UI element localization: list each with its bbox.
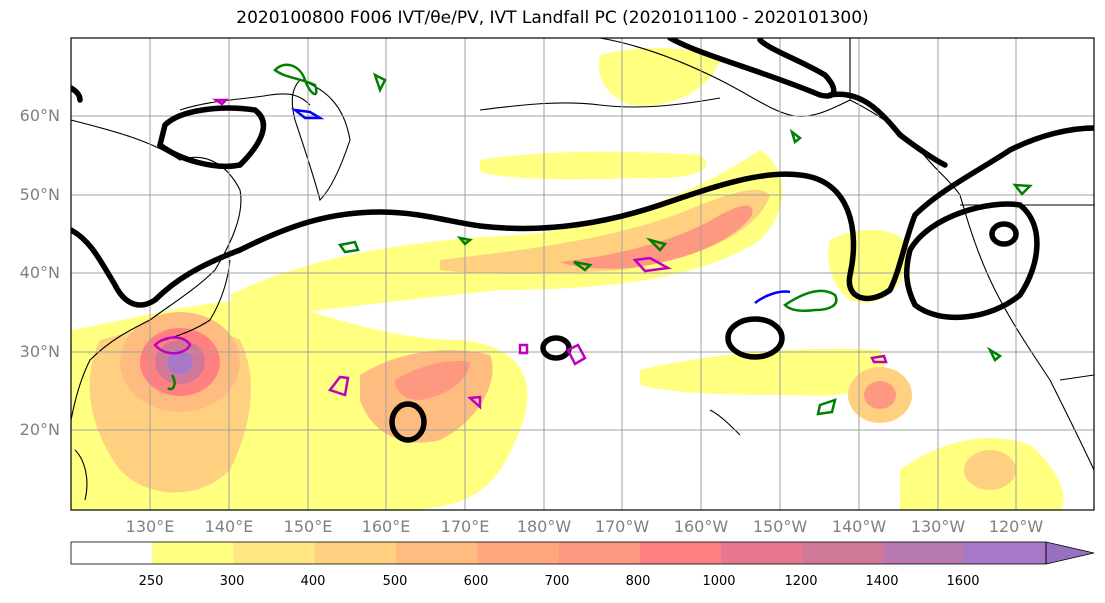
- colorbar-frame: [70, 541, 1047, 565]
- coast-japan: [164, 259, 231, 341]
- coast-asia: [71, 119, 242, 421]
- lon-label-150e: 150°E: [283, 517, 333, 536]
- pv-magenta-4: [632, 256, 672, 273]
- colorbar-segment: [396, 542, 478, 564]
- colorbar-label-600: 600: [463, 574, 489, 589]
- ivt-patch-alaska: [598, 48, 720, 106]
- colorbar-extend-arrow: [1045, 541, 1095, 565]
- theta-e-loop-east: [903, 201, 1040, 321]
- pv-magenta-6: [518, 343, 529, 355]
- colorbar-segment: [477, 542, 559, 564]
- colorbar-segment: [233, 542, 316, 564]
- pv-green-8: [645, 237, 668, 252]
- pv-green-7: [1012, 183, 1033, 196]
- lon-label-130e: 130°E: [125, 517, 175, 536]
- colorbar-label-500: 500: [382, 574, 408, 589]
- pv-green-10: [789, 128, 803, 145]
- colorbar-label-1000: 1000: [702, 574, 736, 589]
- coast-aleutians: [479, 97, 721, 111]
- coast-okhotsk: [179, 93, 311, 111]
- theta-e-loop-hawaii-north: [725, 316, 785, 360]
- ivt-patch-140w-core: [864, 381, 896, 409]
- theta-e-loop-northwest: [156, 105, 267, 170]
- colorbar-label-800: 800: [625, 574, 651, 589]
- lat-label-20n: 20°N: [19, 420, 60, 439]
- colorbar-label-1400: 1400: [865, 574, 899, 589]
- chart-title: 2020100800 F006 IVT/θe/PV, IVT Landfall …: [0, 8, 1105, 28]
- coast-mexico: [1059, 374, 1094, 381]
- theta-e-contour-alaska-east: [827, 91, 948, 168]
- coast-alaska: [599, 38, 851, 117]
- theta-e-contour-left: [71, 85, 83, 103]
- lat-label-60n: 60°N: [19, 106, 60, 125]
- ivt-plume-north: [230, 150, 783, 320]
- colorbar-segment: [639, 542, 722, 564]
- pv-green-11: [456, 236, 473, 246]
- lon-label-130w: 130°W: [910, 517, 966, 536]
- lon-label-170w: 170°W: [594, 517, 650, 536]
- colorbar-segment: [721, 542, 803, 564]
- pv-green-12: [573, 260, 593, 272]
- colorbar-segment: [314, 542, 397, 564]
- lon-label-140e: 140°E: [204, 517, 254, 536]
- ivt-patch-southeast-core: [964, 450, 1016, 490]
- theta-e-contours: [71, 38, 1094, 443]
- pv-magenta-2: [327, 375, 350, 397]
- ivt-patch-mid-north: [480, 151, 707, 180]
- colorbar-label-400: 400: [300, 574, 326, 589]
- coast-west-us: [959, 194, 1094, 471]
- colorbar-label-700: 700: [544, 574, 570, 589]
- lat-label-30n: 30°N: [19, 342, 60, 361]
- lon-label-170e: 170°E: [440, 517, 490, 536]
- pv-green-1: [273, 63, 318, 96]
- lon-label-140w: 140°W: [831, 517, 887, 536]
- lat-label-40n: 40°N: [19, 263, 60, 282]
- colorbar-label-1200: 1200: [784, 574, 818, 589]
- pv-magenta-1: [153, 336, 192, 355]
- colorbar: [70, 541, 1095, 565]
- theta-e-loop-dateline: [540, 335, 572, 361]
- theta-e-main-contour: [71, 125, 1094, 308]
- pv-green-4: [337, 240, 360, 254]
- title-text: 2020100800 F006 IVT/θe/PV, IVT Landfall …: [236, 8, 869, 28]
- lon-label-180w: 180°W: [516, 517, 572, 536]
- theta-e-loop-midpacific: [389, 401, 427, 443]
- colorbar-label-250: 250: [138, 574, 164, 589]
- lon-label-120w: 120°W: [988, 517, 1044, 536]
- pv-green-9: [372, 72, 387, 94]
- pv-green-3: [167, 374, 176, 391]
- pv-magenta-contours: [153, 98, 888, 410]
- colorbar-segment: [964, 542, 1047, 564]
- lon-label-150w: 150°W: [752, 517, 808, 536]
- colorbar-label-1600: 1600: [946, 574, 980, 589]
- colorbar-segment: [802, 542, 884, 564]
- ivt-typhoon-core: [167, 350, 193, 374]
- pv-blue-2: [754, 290, 791, 304]
- colorbar-segment: [152, 542, 234, 564]
- pv-magenta-5: [467, 395, 482, 410]
- pv-blue-contours: [290, 108, 791, 304]
- lon-label-160w: 160°W: [673, 517, 729, 536]
- pv-green-6: [986, 346, 1003, 362]
- pv-magenta-8: [211, 98, 230, 106]
- ivt-band-east-core: [395, 360, 470, 400]
- colorbar-segment: [558, 542, 641, 564]
- pv-magenta-3: [566, 343, 587, 366]
- map-frame: [70, 37, 1095, 511]
- coast-philippines: [74, 449, 88, 501]
- coastlines: [71, 38, 1094, 501]
- lon-label-160e: 160°E: [361, 517, 411, 536]
- pv-magenta-7: [870, 354, 888, 364]
- pv-blue-1: [290, 108, 325, 120]
- coast-hawaii: [709, 409, 741, 436]
- pv-green-2: [783, 289, 838, 313]
- colorbar-label-300: 300: [219, 574, 245, 589]
- colorbar-segment: [883, 542, 966, 564]
- pv-green-5: [816, 398, 837, 416]
- lat-label-50n: 50°N: [19, 185, 60, 204]
- theta-e-loop-seattle: [989, 221, 1019, 247]
- pv-green-contours: [167, 63, 1033, 416]
- colorbar-segment: [71, 542, 153, 564]
